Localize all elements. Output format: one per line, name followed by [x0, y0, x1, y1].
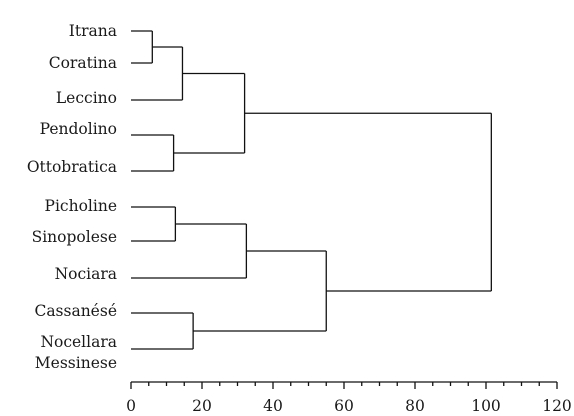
- cluster-tree: [131, 30, 492, 350]
- tick-label: 120: [542, 397, 572, 415]
- tick-label: 40: [263, 397, 283, 415]
- leaf-label-sinopolese: Sinopolese: [32, 228, 117, 246]
- leaf-labels: Itrana Coratina Leccino Pendolino Ottobratic…: [27, 22, 117, 372]
- tick-label: 20: [192, 397, 212, 415]
- leaf-label-leccino: Leccino: [56, 89, 117, 107]
- leaf-label-itrana: Itrana: [69, 22, 117, 40]
- leaf-label-picholine: Picholine: [45, 197, 117, 215]
- leaf-label-coratina: Coratina: [49, 54, 117, 72]
- leaf-label-nocellara: Nocellara Messinese: [35, 333, 117, 372]
- leaf-label-ottobratica: Ottobratica: [27, 158, 117, 176]
- leaf-label-pendolino: Pendolino: [40, 120, 117, 138]
- leaf-label-nociara: Nociara: [55, 265, 117, 283]
- tick-label: 80: [405, 397, 425, 415]
- tick-label: 0: [126, 397, 136, 415]
- tick-label: 100: [471, 397, 501, 415]
- tick-label: 60: [334, 397, 354, 415]
- leaf-label-cassanese: Cassanésé: [34, 302, 117, 320]
- distance-axis: 0 20 40 60 80 100 120: [126, 381, 572, 415]
